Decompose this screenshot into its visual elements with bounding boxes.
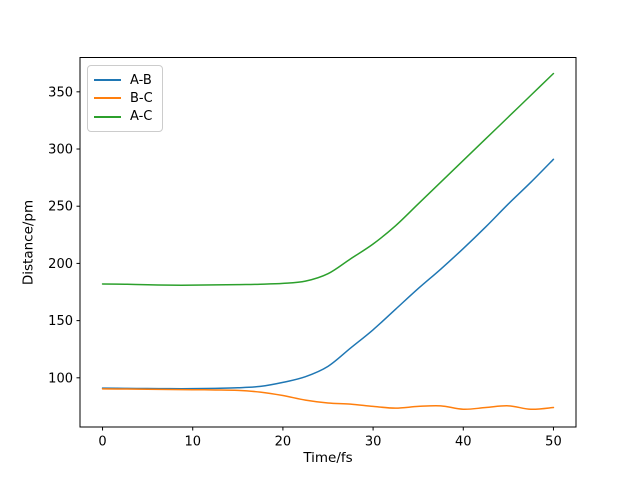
y-tick-label: 250 [48, 200, 73, 215]
series-line-A-B [101, 158, 555, 390]
y-tick-label: 150 [48, 314, 73, 329]
series-line-A-C [101, 72, 555, 286]
y-tick-label: 200 [48, 257, 73, 272]
legend: A-B B-C A-C [87, 65, 163, 132]
x-tick-label: 0 [98, 435, 106, 450]
y-tick-label: 300 [48, 143, 73, 158]
x-tick-label: 20 [275, 435, 292, 450]
legend-swatch-b-c [94, 97, 121, 100]
x-axis: 0 10 20 30 40 50 [98, 427, 562, 450]
legend-label: A-B [130, 72, 152, 88]
legend-item-a-c: A-C [94, 108, 153, 126]
legend-swatch-a-c [94, 115, 121, 118]
legend-label: A-C [130, 109, 153, 125]
legend-label: B-C [130, 90, 153, 106]
x-tick-label: 30 [365, 435, 382, 450]
x-tick-label: 50 [545, 435, 562, 450]
x-tick-label: 40 [455, 435, 472, 450]
series-line-B-C [101, 388, 555, 411]
series-lines [101, 72, 555, 411]
y-axis-label: Distance/pm [20, 199, 37, 286]
y-tick-label: 350 [48, 85, 73, 100]
legend-item-a-b: A-B [94, 71, 153, 89]
y-tick-label: 100 [48, 371, 73, 386]
legend-swatch-a-b [94, 79, 121, 82]
x-axis-label: Time/fs [303, 450, 353, 466]
x-tick-label: 10 [184, 435, 201, 450]
legend-item-b-c: B-C [94, 89, 153, 107]
axes-frame [79, 57, 577, 428]
y-axis: 100 150 200 250 300 350 [48, 85, 80, 386]
